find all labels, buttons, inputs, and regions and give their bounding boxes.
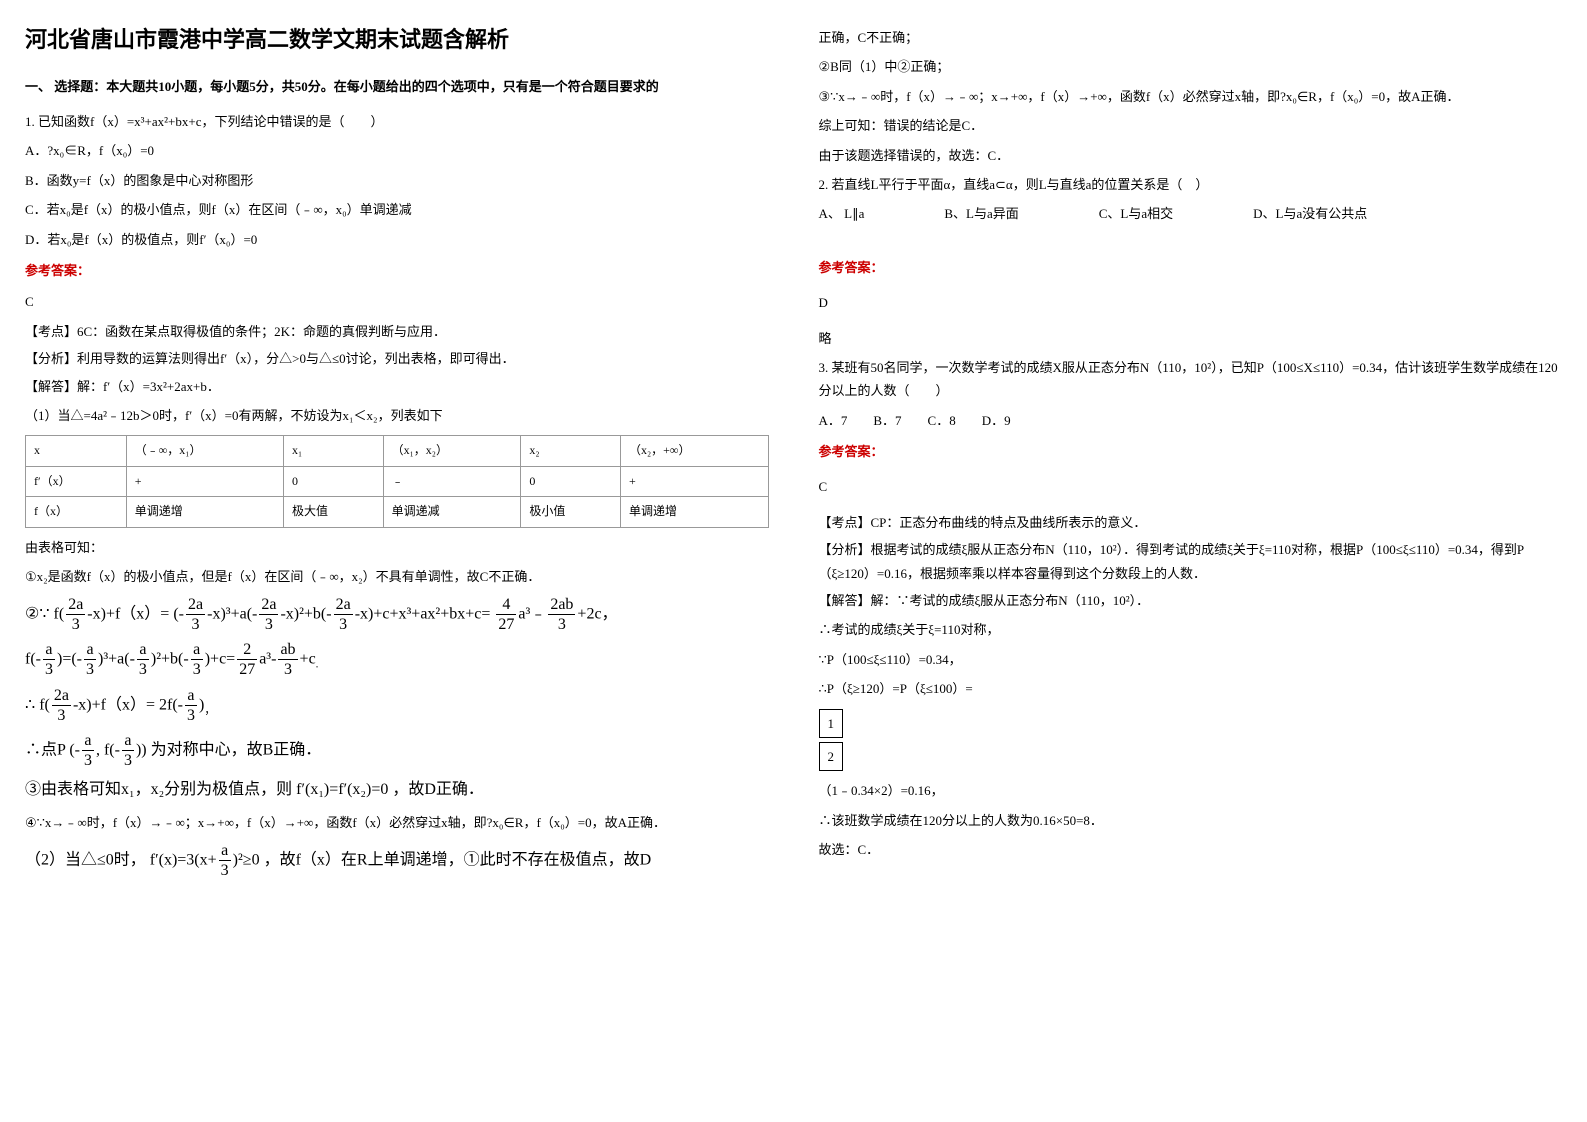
cont3: ③∵x→﹣∞时，f（x）→﹣∞；x→+∞，f（x）→+∞，函数f（x）必然穿过x…: [819, 85, 1563, 108]
answer-label-3: 参考答案：: [819, 440, 1563, 463]
cont5: 由于该题选择错误的，故选：C．: [819, 144, 1563, 167]
pt2-post: +f（x）=: [106, 605, 169, 622]
th-5: （x₂，+∞）: [620, 436, 768, 467]
j3-6: 故选：C．: [819, 838, 1563, 861]
after-table: 由表格可知：: [25, 536, 769, 559]
pt2-tail: +x³+ax²+bx+c=: [389, 605, 490, 622]
answer-label-2: 参考答案：: [819, 256, 1563, 279]
r2-5: 单调递增: [620, 497, 768, 528]
pt3: ③由表格可知x₁，x₂分别为极值点，则 f′(x₁)=f′(x₂)=0 ，故D正…: [25, 776, 769, 805]
q2-option-c: C、L与a相交: [1099, 202, 1173, 225]
q2-option-b: B、L与a异面: [944, 202, 1018, 225]
table-row-1: f′（x） + 0 ﹣ 0 +: [26, 466, 769, 497]
r1-1: +: [126, 466, 283, 497]
answer-1: C: [25, 290, 769, 313]
th-0: x: [26, 436, 127, 467]
th-1: （﹣∞，x₁）: [126, 436, 283, 467]
q1-option-d: D．若x₀是f（x）的极值点，则f′（x₀）=0: [25, 228, 769, 251]
formula-fa3: f(-a3)=(-a3)³+a(-a3)²+b(-a3)+c=227a³-ab3…: [25, 640, 769, 679]
fraction-box: 1 2: [819, 707, 844, 774]
q1-stem: 1. 已知函数f（x）=x³+ax²+bx+c，下列结论中错误的是（ ）: [25, 110, 769, 133]
answer-2: D: [819, 291, 1563, 314]
case-1: （1）当△=4a²﹣12b＞0时，f′（x）=0有两解，不妨设为x₁＜x₂，列表…: [25, 404, 769, 427]
pt2-end: +2c，: [577, 605, 617, 622]
th-3: （x₁，x₂）: [383, 436, 521, 467]
r1-0: f′（x）: [26, 466, 127, 497]
case2-post: ，故f（x）在R上单调递增，①此时不存在极值点，故D: [264, 851, 652, 868]
q1-option-a: A．?x₀∈R，f（x₀）=0: [25, 139, 769, 162]
j3-5: ∴该班数学成绩在120分以上的人数为0.16×50=8．: [819, 809, 1563, 832]
r1-5: +: [620, 466, 768, 497]
cont2: ②B同（1）中②正确；: [819, 55, 1563, 78]
cont4: 综上可知：错误的结论是C．: [819, 114, 1563, 137]
kaodian-3: 【考点】CP：正态分布曲线的特点及曲线所表示的意义．: [819, 511, 1563, 534]
answer-3: C: [819, 475, 1563, 498]
j3-4: （1﹣0.34×2）=0.16，: [819, 779, 1563, 802]
page-title: 河北省唐山市霞港中学高二数学文期末试题含解析: [25, 20, 769, 60]
left-column: 河北省唐山市霞港中学高二数学文期末试题含解析 一、 选择题：本大题共10小题，每…: [0, 0, 794, 1122]
q3-stem: 3. 某班有50名同学，一次数学考试的成绩X服从正态分布N（110，10²），已…: [819, 356, 1563, 403]
j3-1: ∴考试的成绩ξ关于ξ=110对称，: [819, 618, 1563, 641]
formula-therefore: ∴ f(2a3-x)+f（x）= 2f(-a3)，: [25, 686, 769, 725]
th-2: x₁: [284, 436, 384, 467]
case-2: （2）当△≤0时， f′(x)=3(x+a3)²≥0 ，故f（x）在R上单调递增…: [25, 841, 769, 880]
q1-option-c: C．若x₀是f（x）的极小值点，则f（x）在区间（﹣∞，x₀）单调递减: [25, 198, 769, 221]
cont1: 正确，C不正确；: [819, 26, 1563, 49]
r2-4: 极小值: [521, 497, 621, 528]
frac-top: 1: [819, 709, 844, 738]
q3-options: A．7 B．7 C．8 D．9: [819, 409, 1563, 432]
pt2-conclude: +f（x）=: [92, 696, 155, 713]
j3-2: ∵P（100≤ξ≤110）=0.34，: [819, 648, 1563, 671]
j3-3: ∴P（ξ≥120）=P（ξ≤100）=: [819, 677, 1563, 700]
case2-pre: （2）当△≤0时，: [25, 851, 146, 868]
r2-0: f（x）: [26, 497, 127, 528]
kaodian-1: 【考点】6C：函数在某点取得极值的条件；2K：命题的真假判断与应用．: [25, 320, 769, 343]
jieda-3: 【解答】解：∵考试的成绩ξ服从正态分布N（110，10²）．: [819, 589, 1563, 612]
answer-2-note: 略: [819, 327, 1563, 350]
right-column: 正确，C不正确； ②B同（1）中②正确； ③∵x→﹣∞时，f（x）→﹣∞；x→+…: [794, 0, 1587, 1122]
monotone-table: x （﹣∞，x₁） x₁ （x₁，x₂） x₂ （x₂，+∞） f′（x） + …: [25, 435, 769, 528]
table-header-row: x （﹣∞，x₁） x₁ （x₁，x₂） x₂ （x₂，+∞）: [26, 436, 769, 467]
r2-3: 单调递减: [383, 497, 521, 528]
fenxi-3: 【分析】根据考试的成绩ξ服从正态分布N（110，10²）．得到考试的成绩ξ关于ξ…: [819, 538, 1563, 585]
table-row-2: f（x） 单调递增 极大值 单调递减 极小值 单调递增: [26, 497, 769, 528]
answer-label-1: 参考答案：: [25, 259, 769, 282]
formula-center: ∴点P (-a3, f(-a3)) 为对称中心，故B正确．: [25, 731, 769, 770]
pt-center2: 为对称中心，故B正确．: [151, 741, 322, 758]
r2-2: 极大值: [284, 497, 384, 528]
pt4: ④∵x→﹣∞时，f（x）→﹣∞；x→+∞，f（x）→+∞，函数f（x）必然穿过x…: [25, 811, 769, 834]
r1-4: 0: [521, 466, 621, 497]
th-4: x₂: [521, 436, 621, 467]
r1-2: 0: [284, 466, 384, 497]
q2-options-row: A、 L∥a B、L与a异面 C、L与a相交 D、L与a没有公共点: [819, 202, 1563, 225]
frac-bot: 2: [819, 742, 844, 771]
section1-head: 一、 选择题：本大题共10小题，每小题5分，共50分。在每小题给出的四个选项中，…: [25, 75, 769, 98]
q2-stem: 2. 若直线L平行于平面α，直线a⊂α，则L与直线a的位置关系是（ ）: [819, 173, 1563, 196]
therefore: ∴: [25, 696, 35, 713]
fenxi-1: 【分析】利用导数的运算法则得出f′（x），分△>0与△≤0讨论，列出表格，即可得…: [25, 347, 769, 370]
pt1: ①x₂是函数f（x）的极小值点，但是f（x）在区间（﹣∞，x₂）不具有单调性，故…: [25, 565, 769, 588]
formula-2: ②∵ f(2a3-x)+f（x）= (-2a3-x)³+a(-2a3-x)²+b…: [25, 595, 769, 634]
q2-option-d: D、L与a没有公共点: [1253, 202, 1367, 225]
r1-3: ﹣: [383, 466, 521, 497]
q2-option-a: A、 L∥a: [819, 202, 865, 225]
r2-1: 单调递增: [126, 497, 283, 528]
jieda-1: 【解答】解：f′（x）=3x²+2ax+b．: [25, 375, 769, 398]
pt-center: ∴点P: [25, 741, 65, 758]
pt2-pre: ②∵: [25, 605, 50, 622]
q1-option-b: B．函数y=f（x）的图象是中心对称图形: [25, 169, 769, 192]
